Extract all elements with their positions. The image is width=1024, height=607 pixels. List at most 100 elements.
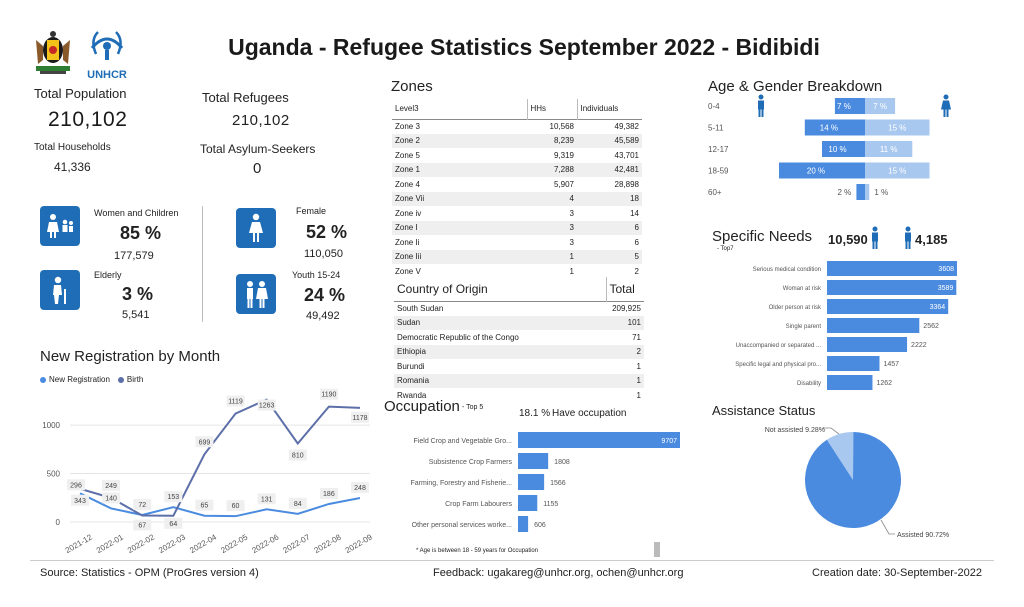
- data-label-new-registration: 153: [164, 491, 183, 503]
- data-label-birth: 249: [102, 479, 121, 491]
- pie-leader-assisted: [880, 519, 895, 535]
- pie-slice-assisted: [805, 432, 901, 528]
- data-label-bg: [71, 494, 89, 506]
- assistance-title: Assistance Status: [712, 403, 816, 418]
- zones-row[interactable]: Zone 1 7,288 42,481: [392, 162, 642, 177]
- specific-needs-bar-chart: Serious medical condition 3608 Woman at ri…: [735, 261, 957, 390]
- x-tick-label: 2022-06: [250, 532, 280, 555]
- zones-cell-level: Zone 5: [395, 150, 420, 160]
- age-gender-pyramid: 0-4 7 % 7 % 5-11 14 % 15 % 12-17 10 % 11 % 18-59 2…: [708, 98, 930, 200]
- origin-header-country[interactable]: Country of Origin: [397, 281, 488, 296]
- zones-row[interactable]: Zone Ii 3 6: [392, 235, 642, 250]
- data-label-birth: 699: [195, 436, 214, 448]
- needs-category-label: Single parent: [786, 324, 822, 330]
- have-occupation-pct: 18.1 %: [519, 408, 551, 419]
- unhcr-logo: UNHCR: [84, 26, 130, 81]
- zones-cell-level: Zone 2: [392, 133, 527, 148]
- origin-row[interactable]: Romania 1: [394, 373, 644, 388]
- data-label-text: 131: [261, 496, 273, 503]
- zones-cell-hhs: 4: [527, 191, 577, 206]
- occupation-bar: [518, 474, 545, 490]
- origin-row[interactable]: Democratic Republic of the Congo 71: [394, 330, 644, 345]
- registration-chart-title: New Registration by Month: [40, 348, 221, 365]
- occupation-value-label: 1566: [550, 480, 566, 487]
- x-tick-label: 2022-01: [95, 532, 125, 555]
- needs-bar: [827, 318, 920, 333]
- occupation-value-label: 1808: [554, 459, 570, 466]
- x-tick-label: 2022-07: [282, 532, 312, 555]
- zones-header-hhs[interactable]: HHs: [526, 99, 577, 119]
- zones-cell-individuals: 2: [634, 266, 639, 276]
- zones-row[interactable]: Zone Vii 4 18: [392, 191, 642, 206]
- data-label-text: 72: [138, 502, 146, 509]
- elderly-icon: [40, 270, 80, 310]
- male-value-label: 2 %: [838, 188, 852, 197]
- male-value-label: 7 %: [837, 102, 851, 111]
- needs-bar: [827, 261, 957, 276]
- occupation-subtitle: - Top 5: [462, 404, 484, 411]
- specific-needs-title: Specific Needs: [712, 228, 813, 245]
- male-value-label: 10 %: [828, 145, 846, 154]
- data-label-new-registration: 72: [133, 499, 152, 511]
- zones-row[interactable]: Zone 3 10,568 49,382: [392, 119, 642, 134]
- origin-cell-total: 1: [636, 390, 641, 400]
- data-label-new-registration: 186: [319, 487, 338, 499]
- zones-row[interactable]: Zone 5 9,319 43,701: [392, 148, 642, 163]
- zones-header-level[interactable]: Level3: [395, 104, 419, 114]
- specific-needs-subtitle: - Top7: [717, 246, 734, 252]
- female-value-label: 15 %: [888, 167, 906, 176]
- needs-category-label: Older person at risk: [769, 305, 822, 311]
- zones-header-individuals[interactable]: Individuals: [576, 99, 642, 119]
- data-label-birth: 343: [71, 494, 89, 506]
- female-value-label: 15 %: [888, 124, 906, 133]
- zones-table-wrap: Level3 HHs Individuals Zone 3 10,568 49,38…: [392, 99, 642, 279]
- female-bar: [865, 141, 913, 157]
- occupation-scrollbar[interactable]: [654, 542, 660, 557]
- pie-slice-not-assisted: [826, 432, 854, 480]
- demographics-divider: [202, 206, 203, 322]
- data-label-text: 67: [138, 523, 146, 530]
- needs-value-label: 1262: [876, 380, 892, 387]
- occupation-note: * Age is between 18 - 59 years for Occup…: [416, 548, 539, 554]
- zones-row[interactable]: Zone 2 8,239 45,589: [392, 133, 642, 148]
- footer-divider: [30, 560, 994, 561]
- x-tick-label: 2022-03: [157, 532, 187, 555]
- origin-row[interactable]: Sudan 101: [394, 315, 644, 330]
- zones-cell-level: Zone I: [392, 220, 527, 235]
- origin-row[interactable]: Rwanda 1: [394, 388, 644, 403]
- zones-row[interactable]: Zone 4 5,907 28,898: [392, 177, 642, 192]
- zones-cell-individuals: 49,382: [614, 122, 639, 131]
- zones-row[interactable]: Zone Iii 1 5: [392, 249, 642, 264]
- zones-row[interactable]: Zone V 1 2: [392, 264, 642, 279]
- uganda-coat-of-arms-logo: [30, 26, 76, 76]
- x-tick-label: 2021-12: [64, 532, 94, 555]
- zones-row[interactable]: Zone iv 3 14: [392, 206, 642, 221]
- data-label-bg: [226, 395, 245, 407]
- data-label-new-registration: 65: [195, 499, 214, 511]
- registration-legend: New Registration Birth: [40, 375, 143, 384]
- footer-feedback[interactable]: Feedback: ugakareg@unhcr.org, ochen@unhc…: [433, 567, 684, 579]
- y-tick-label: 500: [47, 470, 61, 479]
- zones-cell-individuals: 18: [577, 191, 642, 206]
- needs-bar: [827, 280, 957, 295]
- origin-row[interactable]: South Sudan 209,925: [394, 301, 644, 316]
- origin-header-total[interactable]: Total: [605, 277, 644, 301]
- occupation-title: Occupation: [384, 398, 460, 415]
- assistance-pie-chart: Not assisted 9.28% Assisted 90.72%: [765, 427, 949, 539]
- needs-category-label: Unaccompanied or separated ...: [736, 343, 822, 349]
- legend-birth-marker: [117, 376, 124, 383]
- occupation-bar: [518, 516, 529, 532]
- data-label-text: 60: [232, 503, 240, 510]
- origin-row[interactable]: Ethiopia 2: [394, 344, 644, 359]
- origin-row[interactable]: Burundi 1: [394, 359, 644, 374]
- female-count: 110,050: [304, 248, 343, 260]
- zones-cell-individuals: 28,898: [614, 179, 639, 189]
- unhcr-logo-text: UNHCR: [87, 69, 127, 81]
- occupation-category-label: Crop Farm Labourers: [445, 501, 512, 508]
- male-bar: [804, 119, 865, 136]
- specific-needs-male-count: 10,590: [828, 232, 868, 247]
- origin-cell-country: Ethiopia: [394, 344, 606, 359]
- needs-value-label: 3589: [938, 285, 954, 292]
- total-population-value: 210,102: [48, 108, 128, 131]
